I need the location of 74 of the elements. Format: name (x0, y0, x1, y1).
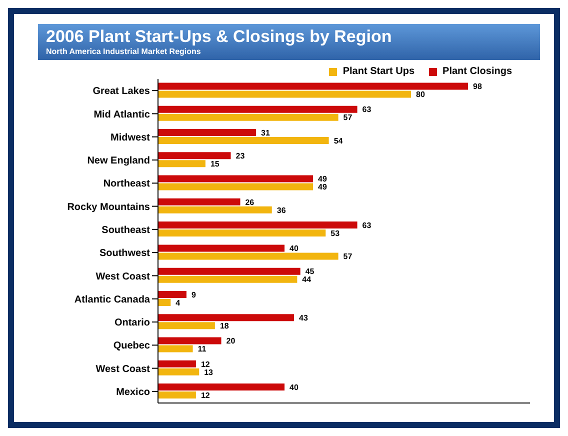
bar (158, 183, 313, 190)
bar (158, 314, 294, 322)
data-label: 13 (204, 368, 214, 377)
bar (158, 114, 338, 121)
y-tick-label: Quebec (113, 340, 150, 352)
data-label: 63 (362, 105, 372, 114)
bar (158, 152, 231, 160)
legend-label: Plant Start Ups (342, 66, 415, 77)
data-label: 18 (220, 321, 230, 330)
data-label: 57 (343, 113, 353, 122)
bar (158, 337, 222, 344)
bar (158, 252, 338, 260)
bar (158, 298, 171, 306)
data-label: 53 (330, 228, 340, 238)
y-tick-label: Mid Atlantic (94, 109, 150, 120)
bar (158, 175, 313, 182)
data-label: 40 (290, 382, 299, 392)
data-label: 9 (191, 290, 196, 300)
data-label: 80 (416, 90, 426, 100)
bar (158, 136, 329, 144)
bar (158, 392, 196, 399)
y-tick-label: Rocky Mountains (67, 202, 150, 213)
bar (158, 384, 285, 391)
bar (158, 160, 206, 168)
y-tick-label: Southeast (102, 224, 151, 236)
data-label: 49 (318, 182, 328, 192)
y-tick-label: Great Lakes (92, 86, 150, 98)
data-label: 43 (299, 313, 308, 322)
data-label: 20 (226, 336, 236, 346)
data-label: 49 (318, 174, 328, 184)
data-label: 4 (176, 298, 181, 308)
data-label: 11 (198, 344, 207, 354)
chart-title: 2006 Plant Start-Ups & Closings by Region (46, 27, 393, 47)
data-label: 36 (276, 206, 286, 215)
y-tick-label: Midwest (110, 132, 151, 144)
bar (158, 345, 193, 352)
bar (158, 90, 412, 98)
bar (158, 82, 468, 90)
bar (158, 360, 196, 368)
y-tick-label: West Coast (96, 271, 151, 282)
bar (158, 206, 272, 214)
data-label: 45 (305, 267, 315, 276)
data-label: 57 (343, 252, 353, 262)
data-label: 12 (200, 390, 210, 400)
bar (158, 322, 215, 330)
data-label: 15 (210, 159, 220, 168)
bar (158, 222, 358, 229)
y-tick-label: Northeast (103, 178, 151, 190)
data-label: 26 (245, 198, 255, 207)
data-label: 63 (362, 220, 372, 230)
bar (158, 290, 186, 298)
chart-subtitle: North America Industrial Market Regions (46, 47, 202, 56)
data-label: 98 (473, 82, 482, 92)
y-tick-label: Ontario (114, 318, 150, 329)
data-label: 31 (261, 128, 271, 138)
y-tick-label: Atlantic Canada (74, 294, 150, 306)
bar (158, 128, 256, 136)
y-tick-label: Southwest (99, 248, 151, 260)
bar (158, 106, 358, 113)
y-tick-label: New England (87, 156, 150, 167)
data-label: 23 (236, 151, 246, 160)
y-tick-label: Mexico (116, 386, 150, 398)
data-label: 54 (334, 136, 344, 146)
bar (158, 244, 285, 252)
bar (158, 268, 300, 275)
bar (158, 230, 326, 237)
bar (158, 198, 240, 206)
data-label: 44 (302, 275, 312, 284)
data-label: 12 (200, 360, 210, 369)
bar (158, 276, 298, 283)
legend-label: Plant Closings (442, 66, 512, 77)
data-label: 40 (290, 244, 299, 254)
y-tick-label: West Coast (96, 364, 151, 375)
bar (158, 368, 200, 376)
